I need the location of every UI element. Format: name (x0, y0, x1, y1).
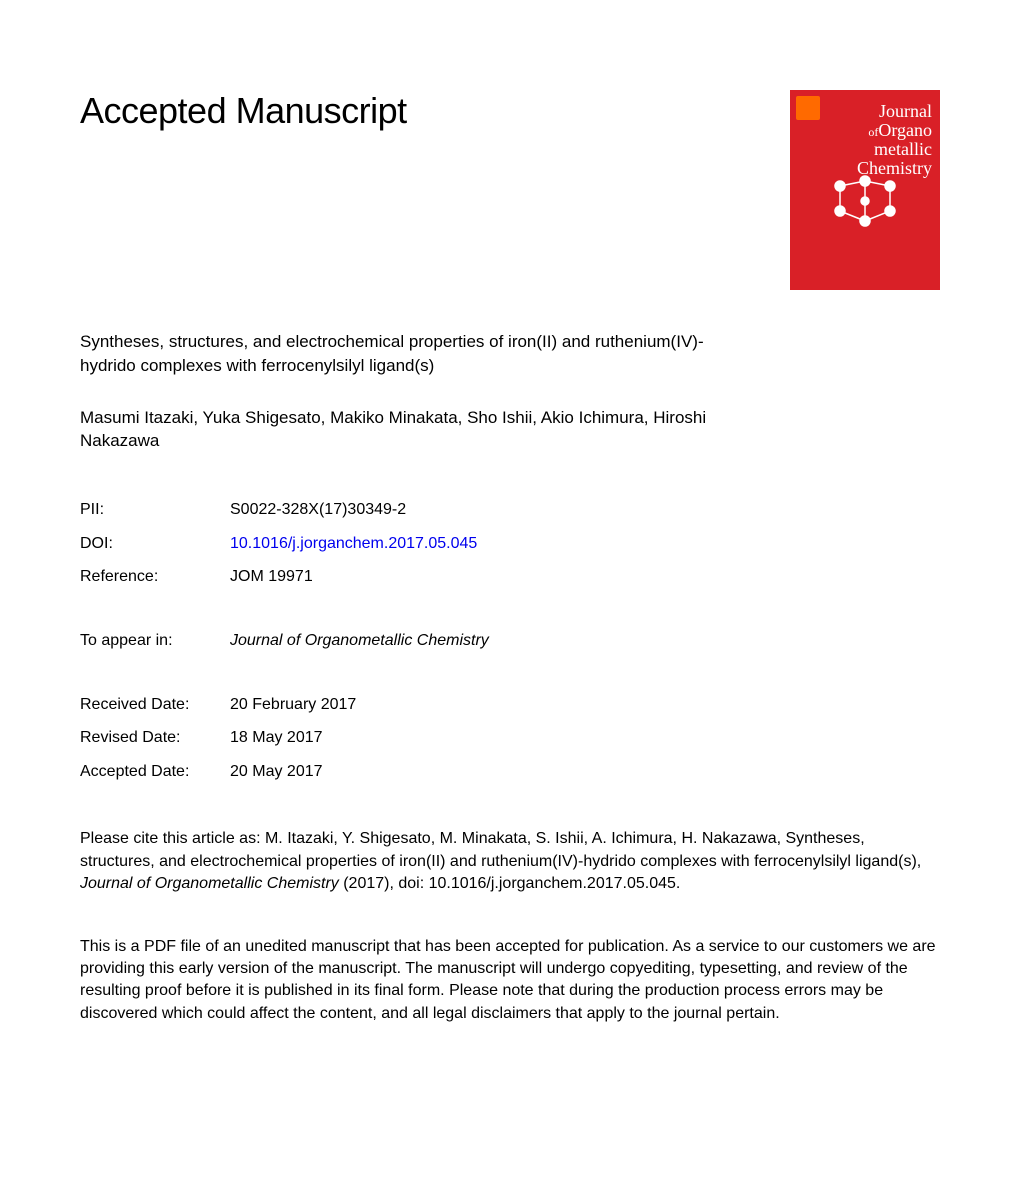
reference-value: JOM 19971 (230, 560, 313, 594)
reference-label: Reference: (80, 560, 230, 594)
citation-text: Please cite this article as: M. Itazaki,… (80, 828, 940, 895)
accepted-value: 20 May 2017 (230, 755, 323, 789)
dates-block: Received Date: 20 February 2017 Revised … (80, 688, 940, 789)
meta-row-doi: DOI: 10.1016/j.jorganchem.2017.05.045 (80, 527, 940, 561)
journal-name-of: of (868, 125, 878, 139)
article-title: Syntheses, structures, and electrochemic… (80, 330, 720, 378)
appear-label: To appear in: (80, 624, 230, 658)
accepted-label: Accepted Date: (80, 755, 230, 789)
journal-cover: Journal ofOrgano metallic Chemistry (790, 90, 940, 290)
received-label: Received Date: (80, 688, 230, 722)
revised-label: Revised Date: (80, 721, 230, 755)
meta-row-reference: Reference: JOM 19971 (80, 560, 940, 594)
metadata-block: PII: S0022-328X(17)30349-2 DOI: 10.1016/… (80, 493, 940, 594)
meta-row-pii: PII: S0022-328X(17)30349-2 (80, 493, 940, 527)
doi-label: DOI: (80, 527, 230, 561)
meta-row-appear: To appear in: Journal of Organometallic … (80, 624, 940, 658)
header-row: Accepted Manuscript Journal ofOrgano met… (80, 90, 940, 290)
article-authors: Masumi Itazaki, Yuka Shigesato, Makiko M… (80, 406, 720, 454)
appear-value: Journal of Organometallic Chemistry (230, 624, 489, 658)
journal-name-line-3: metallic (874, 139, 932, 159)
meta-row-revised: Revised Date: 18 May 2017 (80, 721, 940, 755)
received-value: 20 February 2017 (230, 688, 356, 722)
doi-link[interactable]: 10.1016/j.jorganchem.2017.05.045 (230, 535, 477, 552)
citation-journal: Journal of Organometallic Chemistry (80, 875, 339, 892)
pii-label: PII: (80, 493, 230, 527)
journal-name-line-1: Journal (879, 101, 932, 121)
revised-value: 18 May 2017 (230, 721, 323, 755)
page-title: Accepted Manuscript (80, 90, 407, 132)
molecule-icon (820, 171, 910, 241)
journal-name-line-2: Organo (878, 120, 932, 140)
citation-suffix: (2017), doi: 10.1016/j.jorganchem.2017.0… (339, 875, 681, 892)
appear-block: To appear in: Journal of Organometallic … (80, 624, 940, 658)
meta-row-received: Received Date: 20 February 2017 (80, 688, 940, 722)
meta-row-accepted: Accepted Date: 20 May 2017 (80, 755, 940, 789)
disclaimer-text: This is a PDF file of an unedited manusc… (80, 936, 940, 1026)
pii-value: S0022-328X(17)30349-2 (230, 493, 406, 527)
citation-prefix: Please cite this article as: M. Itazaki,… (80, 830, 921, 869)
publisher-logo-icon (796, 96, 820, 120)
